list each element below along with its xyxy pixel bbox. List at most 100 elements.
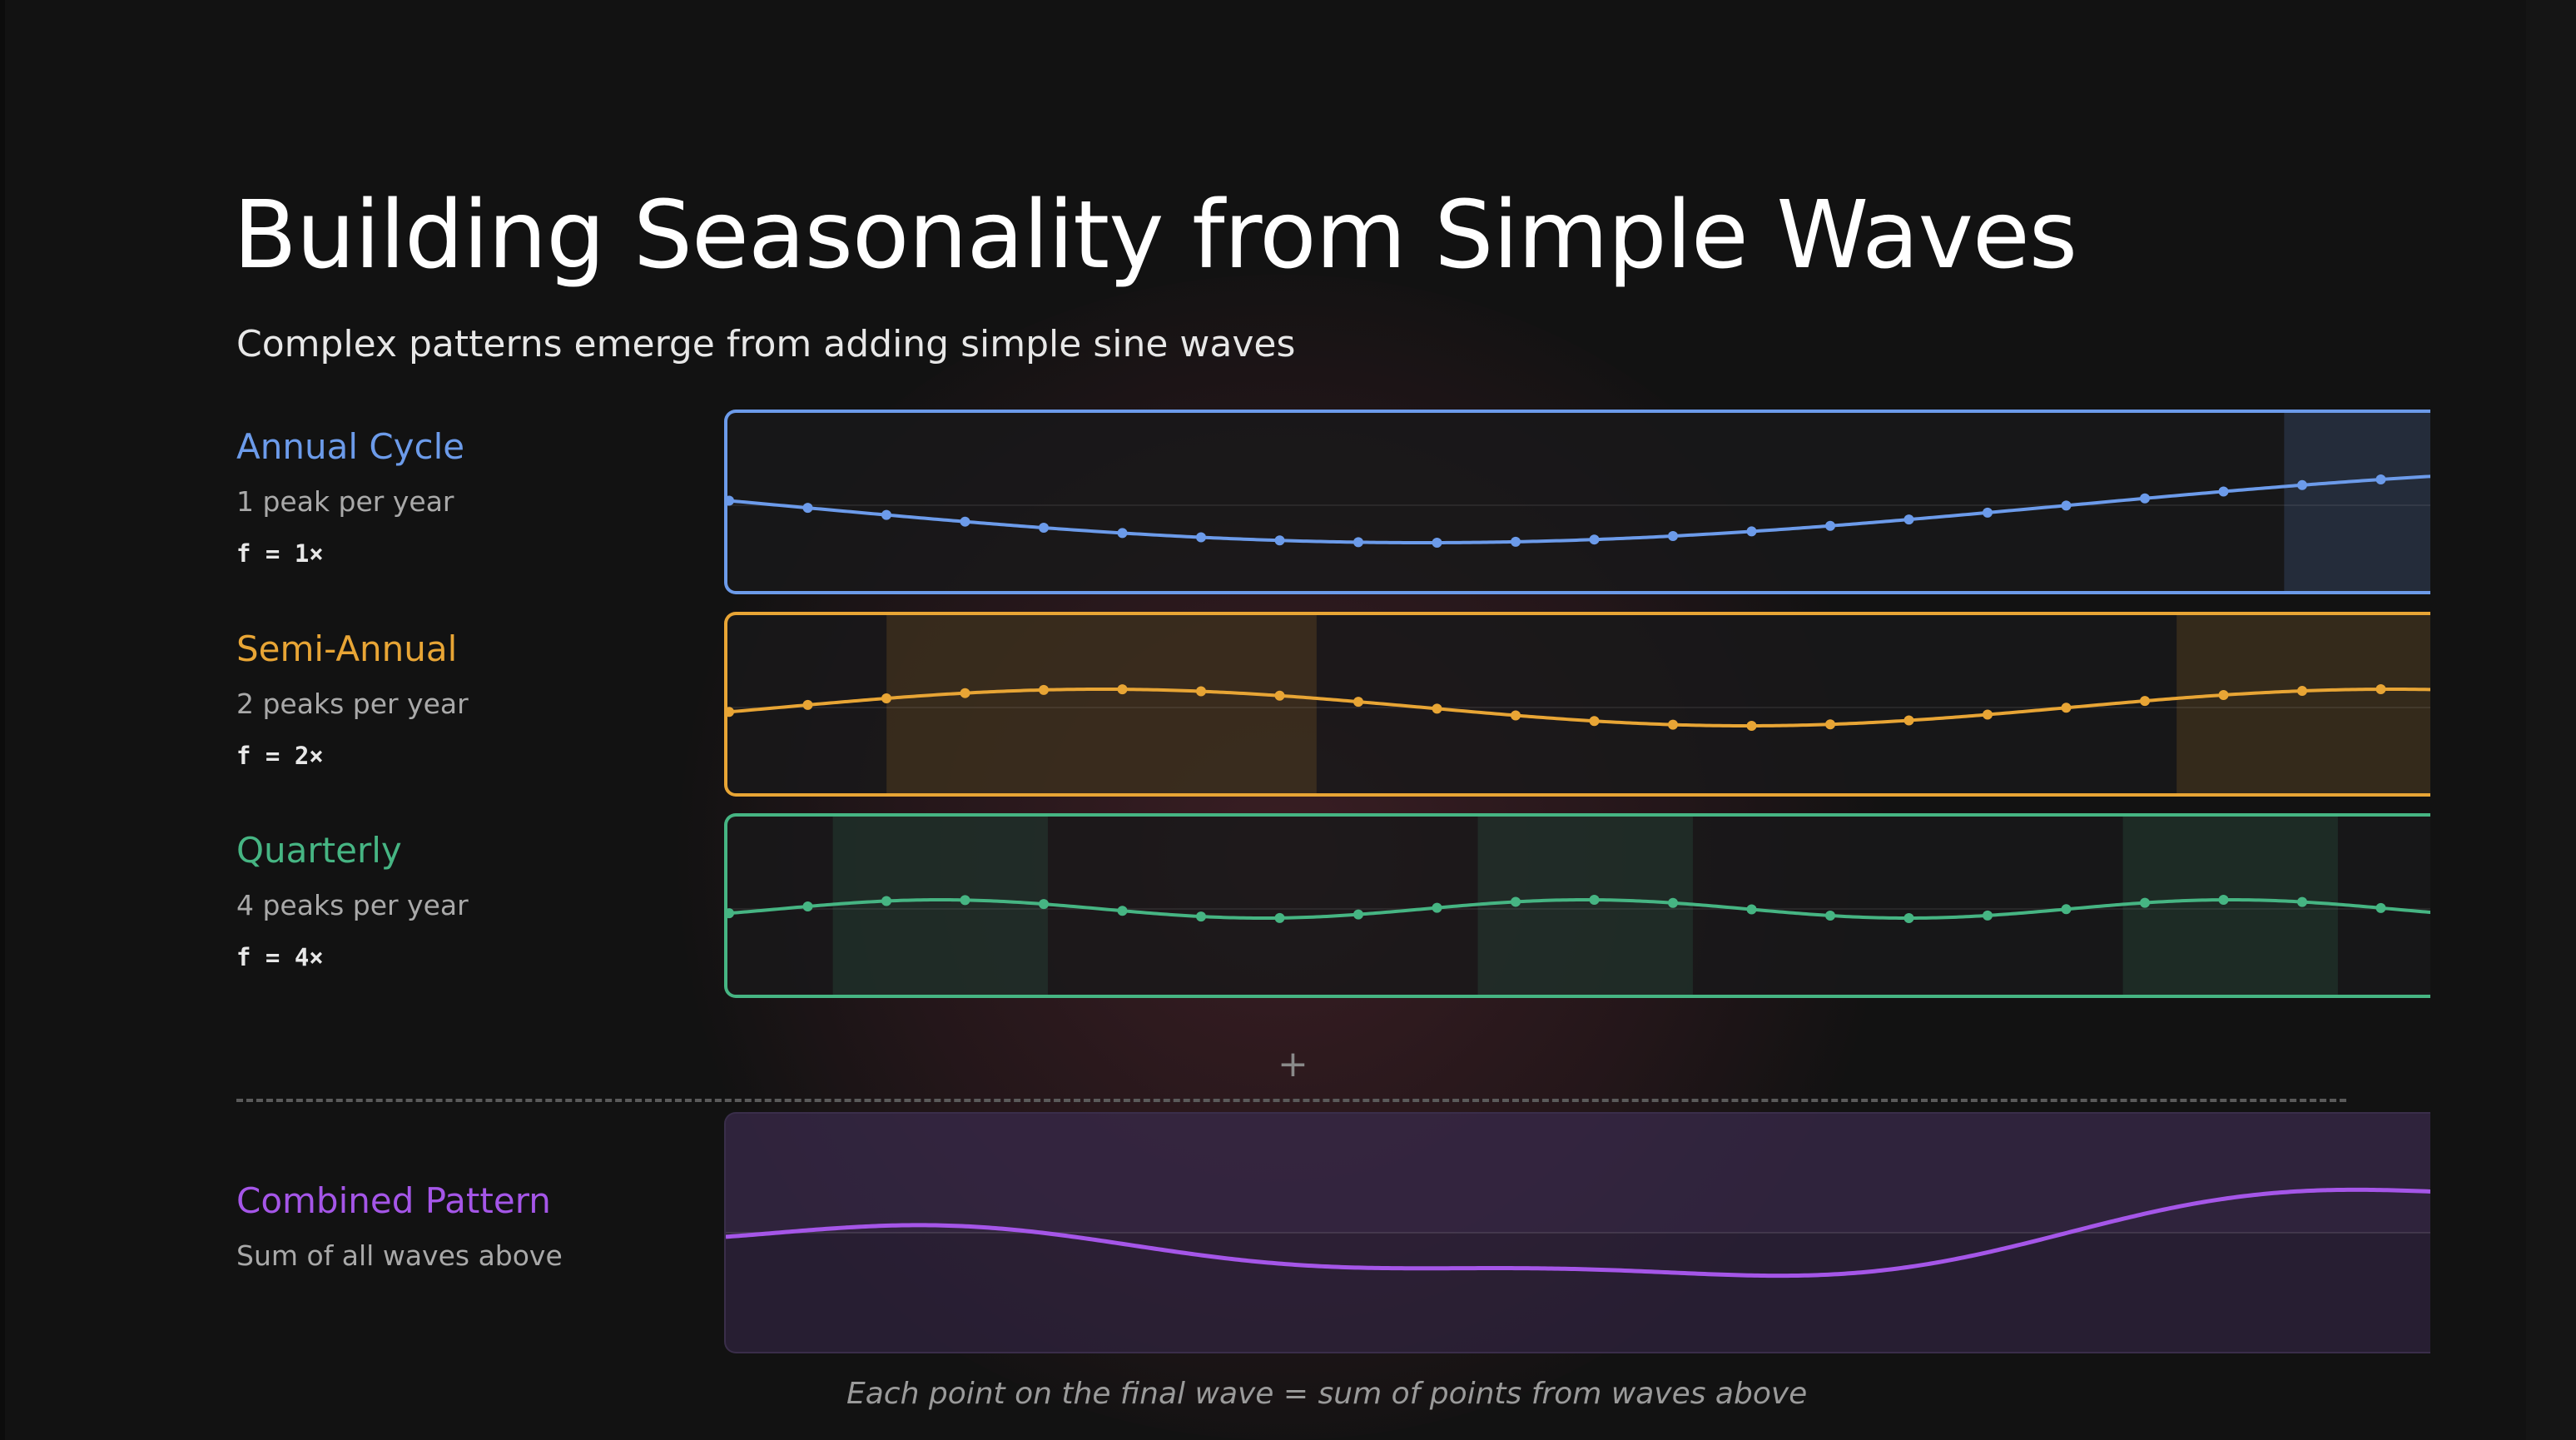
wave-point	[802, 503, 813, 514]
quarterly-wave-panel	[724, 813, 2430, 998]
wave-point	[1825, 520, 1835, 531]
wave-point	[1274, 690, 1285, 701]
annual-wave-chart	[727, 413, 2430, 591]
wave-point	[1039, 523, 1049, 534]
combined-label-block: Combined Pattern Sum of all waves above	[236, 1180, 563, 1272]
combined-wave-chart	[726, 1114, 2430, 1279]
quarterly-label-block: Quarterly 4 peaks per year f = 4×	[236, 830, 469, 971]
wave-point	[1432, 703, 1442, 714]
quarterly-name: Quarterly	[236, 830, 402, 871]
wave-point	[1196, 911, 1206, 922]
semiannual-name: Semi-Annual	[236, 628, 458, 669]
wave-point	[1353, 537, 1363, 548]
wave-point	[1668, 897, 1678, 908]
wave-point	[2061, 703, 2072, 713]
wave-point	[1589, 534, 1600, 545]
wave-point	[1196, 686, 1206, 697]
annual-description: 1 peak per year	[236, 485, 454, 518]
wave-point	[1825, 719, 1835, 730]
crosshair-icon: +	[1278, 1043, 1308, 1085]
wave-point	[2218, 689, 2229, 700]
wave-point	[1983, 709, 1993, 720]
wave-point	[1983, 910, 1993, 921]
upper-band	[726, 1114, 2430, 1233]
wave-point	[1353, 697, 1363, 708]
wave-point	[1511, 710, 1521, 721]
peak-band	[832, 817, 1048, 995]
combined-description: Sum of all waves above	[236, 1239, 563, 1272]
wave-point	[1511, 896, 1521, 907]
combined-name: Combined Pattern	[236, 1180, 551, 1221]
wave-point	[2061, 500, 2072, 511]
page-title: Building Seasonality from Simple Waves	[233, 181, 2077, 290]
wave-point	[2375, 474, 2386, 485]
sum-separator	[236, 1099, 2346, 1102]
peak-band	[2284, 413, 2430, 591]
wave-point	[1746, 526, 1757, 537]
wave-point	[881, 693, 891, 704]
annual-label-block: Annual Cycle 1 peak per year f = 1×	[236, 426, 464, 568]
wave-point	[2375, 902, 2386, 913]
wave-point	[1274, 912, 1285, 923]
wave-point	[1432, 902, 1442, 913]
wave-point	[1746, 720, 1757, 731]
wave-point	[2297, 479, 2307, 490]
semiannual-frequency: f = 2×	[236, 742, 324, 770]
combined-wave-line	[726, 1187, 2430, 1279]
wave-point	[727, 908, 734, 919]
annual-wave-panel	[724, 410, 2430, 594]
wave-point	[2218, 486, 2229, 497]
wave-point	[1903, 715, 1914, 726]
wave-point	[1589, 716, 1600, 727]
wave-point	[1432, 537, 1442, 548]
wave-point	[1353, 909, 1363, 920]
wave-point	[1668, 719, 1678, 730]
wave-point	[1039, 684, 1049, 695]
wave-point	[1589, 895, 1600, 906]
wave-point	[802, 901, 813, 911]
left-edge	[0, 0, 5, 1440]
wave-point	[2375, 684, 2386, 695]
wave-point	[2140, 493, 2150, 504]
wave-point	[2061, 904, 2072, 915]
annual-frequency: f = 1×	[236, 539, 324, 568]
wave-point	[2297, 896, 2307, 907]
semiannual-wave-chart	[727, 615, 2430, 793]
semiannual-label-block: Semi-Annual 2 peaks per year f = 2×	[236, 628, 469, 770]
wave-point	[1511, 536, 1521, 547]
wave-point	[1117, 528, 1128, 539]
wave-point	[881, 509, 891, 520]
peak-band	[1477, 817, 1693, 995]
wave-point	[1117, 906, 1128, 916]
quarterly-description: 4 peaks per year	[236, 889, 469, 921]
wave-point	[1903, 514, 1914, 525]
page-subtitle: Complex patterns emerge from adding simp…	[236, 323, 1296, 365]
wave-point	[2218, 895, 2229, 906]
wave-point	[2297, 686, 2307, 697]
right-edge	[2526, 0, 2576, 1440]
wave-point	[960, 516, 970, 527]
quarterly-wave-chart	[727, 817, 2430, 995]
wave-point	[1274, 535, 1285, 546]
peak-band	[886, 615, 1317, 793]
footnote: Each point on the final wave = sum of po…	[846, 1377, 1808, 1411]
wave-point	[881, 896, 891, 906]
wave-point	[1903, 913, 1914, 923]
quarterly-frequency: f = 4×	[236, 943, 324, 971]
wave-point	[2140, 897, 2150, 908]
combined-wave-panel	[724, 1112, 2430, 1353]
wave-point	[727, 707, 734, 718]
semiannual-description: 2 peaks per year	[236, 688, 469, 720]
peak-band	[2176, 615, 2430, 793]
wave-point	[2140, 696, 2150, 707]
wave-point	[727, 495, 734, 506]
semiannual-wave-panel	[724, 612, 2430, 797]
wave-point	[1983, 507, 1993, 518]
wave-point	[1668, 530, 1678, 541]
wave-point	[960, 895, 970, 906]
wave-point	[960, 688, 970, 698]
wave-line	[727, 474, 2430, 544]
peak-band	[2122, 817, 2338, 995]
wave-point	[1039, 899, 1049, 910]
wave-point	[1196, 532, 1206, 543]
